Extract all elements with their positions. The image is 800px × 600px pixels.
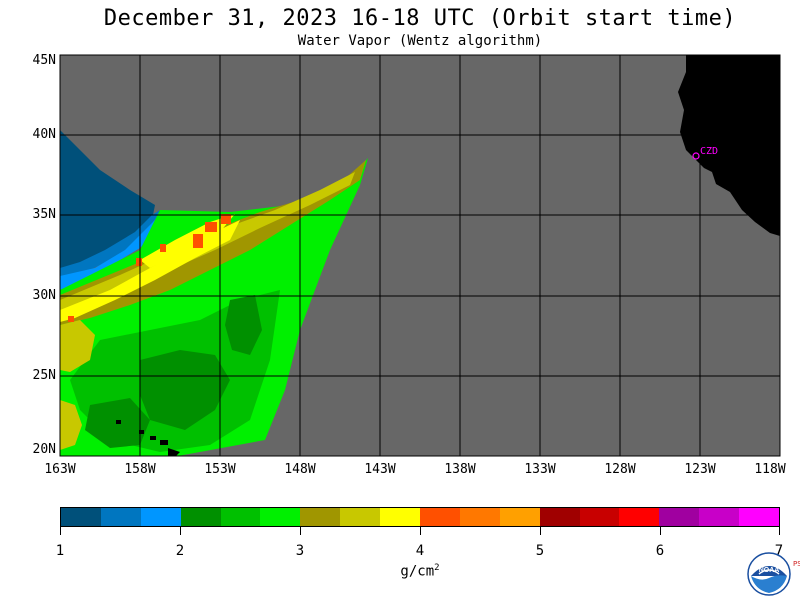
colorbar-segment — [140, 508, 181, 526]
island — [116, 420, 121, 424]
island — [139, 430, 144, 434]
lat-label: 30N — [32, 288, 56, 303]
north-america-land — [678, 55, 780, 236]
swath-band-yellow-3 — [60, 320, 95, 372]
swath-orange-spot — [221, 214, 231, 224]
island — [160, 440, 168, 445]
unit-exponent: 2 — [434, 563, 440, 573]
swath-orange-spot — [68, 316, 74, 322]
swath-band-blue — [60, 210, 160, 285]
colorbar-tick — [60, 527, 61, 535]
logo-text: NOAA — [759, 567, 780, 574]
colorbar-tick — [180, 527, 181, 535]
colorbar-segment — [180, 508, 221, 526]
lat-label: 35N — [32, 207, 56, 222]
lon-label: 163W — [44, 462, 76, 477]
colorbar-segment — [659, 508, 700, 526]
colorbar-segment — [260, 508, 301, 526]
colorbar-segment — [539, 508, 580, 526]
colorbar-segment — [739, 508, 780, 526]
station-marker — [692, 152, 700, 160]
station-label: CZD — [700, 146, 719, 157]
colorbar-label: 7 — [774, 543, 784, 559]
swath-patch-dark-green-1 — [140, 350, 230, 430]
colorbar-segment — [61, 508, 101, 526]
swath-orange-spot — [136, 258, 142, 266]
swath-band-light-blue — [60, 215, 165, 290]
lon-label: 148W — [284, 462, 316, 477]
swath-band-yellow-4 — [60, 400, 82, 450]
colorbar-segment — [420, 508, 460, 526]
colorbar-label: 3 — [295, 543, 305, 559]
swath — [60, 130, 368, 456]
colorbar-segment — [579, 508, 620, 526]
lon-label: 133W — [524, 462, 556, 477]
colorbar-tick — [420, 527, 421, 535]
lon-label: 143W — [364, 462, 396, 477]
colorbar-tick — [779, 527, 780, 535]
colorbar-label: 2 — [175, 543, 185, 559]
colorbar-segment — [459, 508, 500, 526]
lon-label: 158W — [124, 462, 156, 477]
swath-orange-spot — [160, 244, 166, 252]
colorbar-tick — [540, 527, 541, 535]
swath-orange-spot — [193, 234, 203, 248]
lat-label: 25N — [32, 368, 56, 383]
colorbar-segment — [100, 508, 141, 526]
colorbar-segment — [499, 508, 540, 526]
colorbar-segment — [699, 508, 740, 526]
map-subtitle: Water Vapor (Wentz algorithm) — [297, 33, 543, 49]
swath-orange-spot — [205, 222, 217, 232]
lat-label: 45N — [32, 53, 56, 68]
colorbar-segment — [220, 508, 261, 526]
colorbar-label: 6 — [655, 543, 665, 559]
colorbar-label: 4 — [415, 543, 425, 559]
island — [150, 436, 156, 440]
colorbar-segment — [300, 508, 341, 526]
lon-label: 138W — [444, 462, 476, 477]
hawaiian-islands — [116, 420, 180, 456]
colorbar-segment — [380, 508, 421, 526]
colorbar-label: 1 — [55, 543, 65, 559]
colorbar-segment — [340, 508, 381, 526]
unit-text: g/cm — [400, 563, 435, 580]
colorbar-label: 5 — [535, 543, 545, 559]
colorbar — [60, 507, 780, 527]
graticule — [59, 54, 781, 457]
colorbar-unit: g/cm2 — [380, 563, 460, 580]
psl-text: PSL — [793, 560, 800, 568]
lon-label: 153W — [204, 462, 236, 477]
map-title: December 31, 2023 16-18 UTC (Orbit start… — [103, 6, 737, 31]
noaa-logo: NOAA — [747, 552, 791, 596]
lat-label: 40N — [32, 127, 56, 142]
swath-patch-dark-green-2 — [225, 295, 262, 355]
lon-label: 128W — [604, 462, 636, 477]
island — [168, 448, 180, 456]
colorbar-tick — [300, 527, 301, 535]
lon-label: 118W — [754, 462, 786, 477]
colorbar-segment — [619, 508, 660, 526]
lat-label: 20N — [32, 442, 56, 457]
colorbar-tick — [660, 527, 661, 535]
lon-label: 123W — [684, 462, 716, 477]
